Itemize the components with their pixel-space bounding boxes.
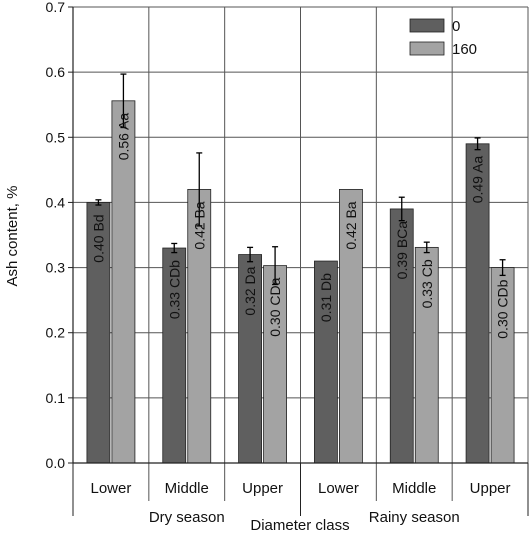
bar-data-label: 0.49 Aa [470, 156, 486, 204]
x-category-label: Middle [165, 480, 209, 497]
y-tick-label: 0.7 [46, 0, 66, 15]
bar-data-label: 0.56 Aa [115, 113, 131, 161]
y-tick-label: 0.5 [46, 129, 66, 145]
x-category-label: Upper [242, 480, 283, 497]
bar-data-label: 0.30 CDa [267, 277, 283, 336]
legend-swatch-series-0 [409, 18, 445, 33]
y-tick-label: 0.0 [46, 455, 66, 471]
y-tick-label: 0.1 [46, 390, 66, 406]
x-category-label: Lower [90, 480, 131, 497]
bar-data-label: 0.42 Ba [191, 201, 207, 249]
x-category-label: Middle [392, 480, 436, 497]
bar-data-label: 0.39 BCa [394, 221, 410, 280]
grid-layer [72, 6, 529, 501]
bar-data-label: 0.33 CDb [166, 260, 182, 319]
bar-data-label: 0.42 Ba [343, 201, 359, 249]
axis-layer: 0.0 0.1 0.2 0.3 0.4 0.5 0.6 0.7 Lower Middle Upper… [46, 0, 529, 526]
x-axis-title: Diameter class [250, 517, 349, 534]
bar-data-label: 0.30 CDb [495, 279, 511, 338]
legend-label-series-1: 160 [452, 41, 477, 58]
bar-data-label: 0.40 Bd [90, 214, 106, 262]
bar-data-label: 0.31 Db [318, 273, 334, 322]
legend: 0 160 [409, 18, 477, 58]
x-group-label: Rainy season [369, 509, 460, 526]
bar-layer [86, 73, 515, 464]
label-layer: 0.40 Bd 0.56 Aa 0.33 CDb 0.42 Ba 0.32 Da 0.30… [90, 113, 510, 339]
bar-data-label: 0.33 Cb [419, 259, 435, 308]
legend-swatch-series-1 [409, 41, 445, 56]
y-tick-label: 0.2 [46, 325, 66, 341]
y-tick-label: 0.3 [46, 260, 66, 276]
y-tick-label: 0.6 [46, 64, 66, 80]
y-axis-title: Ash content, % [4, 186, 21, 287]
y-tick-label: 0.4 [46, 194, 66, 210]
x-group-label: Dry season [149, 509, 225, 526]
x-category-label: Upper [470, 480, 511, 497]
bar-data-label: 0.32 Da [242, 266, 258, 315]
x-category-label: Lower [318, 480, 359, 497]
legend-label-series-0: 0 [452, 18, 460, 35]
